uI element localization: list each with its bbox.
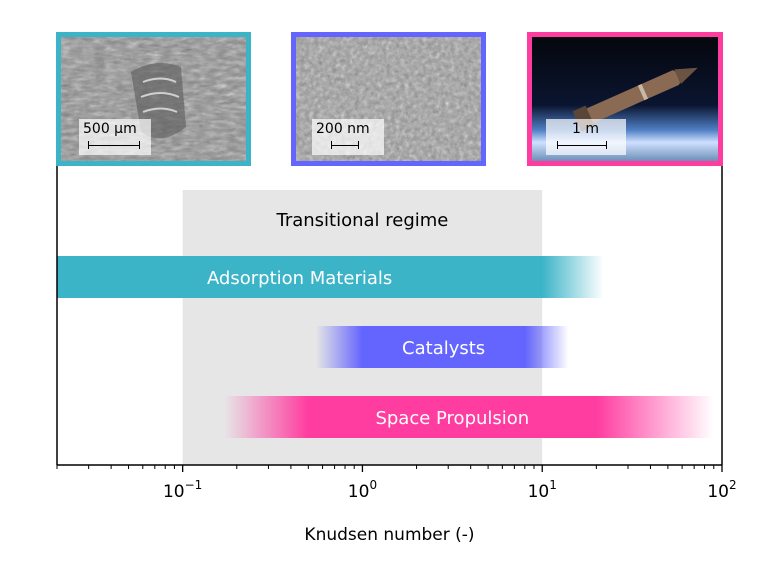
adsorption-material-micrograph: 500 µm [56, 32, 251, 166]
scale-bar [88, 141, 140, 149]
scale-label: 500 µm [83, 121, 137, 137]
scale-bar [557, 141, 607, 149]
x-axis-label: Knudsen number (-) [304, 525, 474, 545]
scale-box [546, 119, 626, 155]
scale-label: 200 nm [316, 121, 370, 137]
x-tick-label: 102 [707, 478, 736, 502]
bar-label: Catalysts [402, 338, 485, 359]
space-propulsion-vehicle-photo: 1 m [527, 32, 723, 166]
bar-label: Adsorption Materials [207, 268, 392, 289]
range-bar-adsorption-materials [57, 256, 604, 298]
bar-label: Space Propulsion [375, 408, 529, 429]
scale-box [79, 119, 151, 155]
catalyst-micrograph: 200 nm [291, 32, 486, 166]
scale-label: 1 m [572, 121, 599, 137]
x-tick-label: 101 [528, 478, 557, 502]
range-bar-space-propulsion [224, 396, 714, 438]
region-label: Transitional regime [275, 210, 448, 231]
x-tick-label: 100 [348, 478, 377, 502]
scale-bar [331, 141, 359, 149]
range-bar-catalysts [315, 326, 569, 368]
x-tick-label: 10−1 [163, 478, 202, 502]
scale-box [312, 119, 384, 155]
